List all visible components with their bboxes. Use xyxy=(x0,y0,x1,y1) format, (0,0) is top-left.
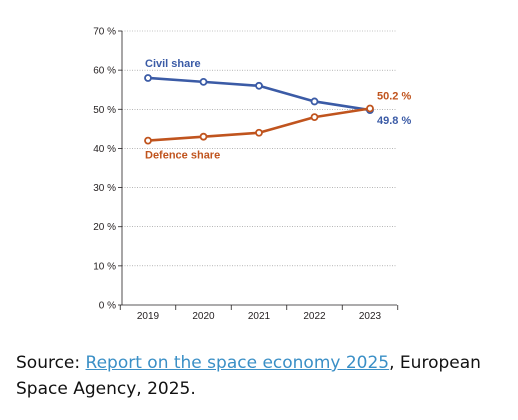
y-tick-label: 40 % xyxy=(93,144,116,155)
y-tick-label: 30 % xyxy=(93,183,116,194)
data-point xyxy=(144,136,152,145)
y-tick-label: 20 % xyxy=(93,222,116,233)
data-point xyxy=(255,81,263,90)
y-tick-label: 60 % xyxy=(93,66,116,77)
y-tick-label: 50 % xyxy=(93,105,116,116)
line-chart: 0 % 10 % 20 % 30 % 40 % 50 % 60 % 70 % 2019 2020 2… xyxy=(93,27,411,323)
y-tick-label: 70 % xyxy=(93,27,116,38)
source-suffix: , European Space Agency, 2025. xyxy=(16,353,481,399)
source-prefix: Source: xyxy=(16,353,86,373)
x-tick-label: 2023 xyxy=(359,311,382,322)
y-tick-label: 0 % xyxy=(99,301,116,312)
data-label: 50.2 % xyxy=(377,91,411,103)
data-point xyxy=(310,97,319,106)
x-tick-label: 2021 xyxy=(248,311,271,322)
series-name-label: Defence share xyxy=(145,150,220,162)
y-tick-label: 10 % xyxy=(93,261,116,272)
data-point xyxy=(366,104,374,113)
source-link[interactable]: Report on the space economy 2025 xyxy=(85,353,390,373)
series-name-label: Civil share xyxy=(145,58,201,70)
data-point xyxy=(199,132,208,141)
data-point xyxy=(255,128,263,137)
x-tick-label: 2022 xyxy=(303,311,326,322)
x-tick-label: 2020 xyxy=(192,311,215,322)
data-point xyxy=(310,113,319,122)
source-note: Source: Report on the space economy 2025… xyxy=(16,350,506,402)
data-point xyxy=(199,77,208,86)
data-label: 49.8 % xyxy=(377,115,411,127)
data-point xyxy=(144,74,152,82)
x-tick-label: 2019 xyxy=(137,311,160,322)
